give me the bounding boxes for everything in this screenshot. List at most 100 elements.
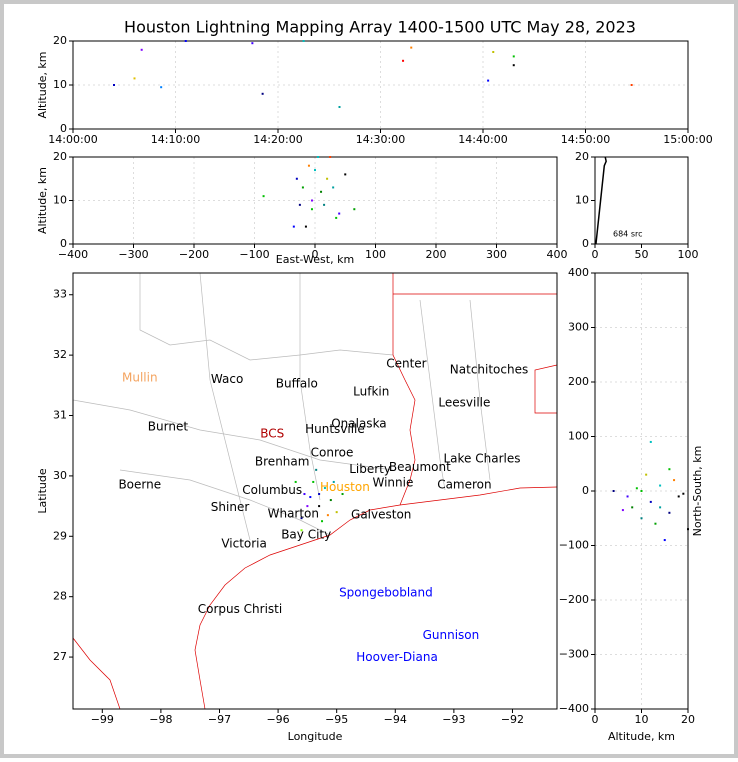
lightning-source	[326, 177, 329, 180]
y-tick-label: −400	[559, 702, 589, 715]
y-tick-label: −100	[559, 539, 589, 552]
x-tick-label: −200	[179, 248, 209, 261]
x-tick-label: 14:50:00	[561, 133, 610, 146]
lightning-source	[184, 40, 187, 42]
y-tick-label: 0	[60, 122, 67, 135]
city-label: Spongebobland	[339, 586, 433, 600]
x-tick-label: −300	[118, 248, 148, 261]
lightning-source	[307, 164, 310, 167]
y-tick-label: 0	[582, 484, 589, 497]
y-tick-label: 33	[53, 288, 67, 301]
y-tick-label: 31	[53, 409, 67, 422]
lightning-source	[303, 493, 306, 496]
lightning-source	[512, 55, 515, 58]
x-tick-label: 14:00:00	[48, 133, 97, 146]
y-tick-label: −300	[559, 648, 589, 661]
city-label: Conroe	[311, 445, 354, 459]
city-label: Winnie	[372, 476, 413, 490]
x-tick-label: 200	[426, 248, 447, 261]
lightning-source	[353, 208, 356, 211]
x-tick-label: 14:20:00	[253, 133, 302, 146]
lightning-source	[261, 92, 264, 95]
city-label: Buffalo	[276, 377, 318, 391]
x-tick-label: 14:40:00	[458, 133, 507, 146]
lightning-source	[320, 190, 323, 193]
city-label: Columbus	[242, 483, 302, 497]
y-tick-label: 32	[53, 348, 67, 361]
x-tick-label: 50	[635, 248, 649, 261]
x-tick-label: 10	[635, 713, 649, 726]
x-tick-label: −96	[266, 713, 289, 726]
y-axis-label: Altitude, km	[36, 51, 49, 118]
plot-frame	[594, 156, 689, 245]
lightning-source	[344, 173, 347, 176]
x-axis-label: East-West, km	[276, 253, 354, 266]
city-label: Shiner	[211, 500, 250, 514]
y-tick-label: 10	[575, 194, 589, 207]
lightning-source	[304, 225, 307, 228]
lightning-source	[318, 493, 321, 496]
city-label: Lufkin	[353, 384, 389, 398]
plot-frame	[72, 272, 558, 710]
lightning-source	[663, 539, 666, 542]
lightning-source	[673, 479, 676, 482]
lightning-source	[659, 506, 662, 509]
x-tick-label: 0	[592, 248, 599, 261]
lightning-source	[326, 514, 329, 517]
y-tick-label: 10	[53, 194, 67, 207]
lightning-source	[332, 186, 335, 189]
lightning-source	[323, 486, 326, 489]
city-label: Mullin	[122, 371, 158, 385]
lightning-source	[317, 156, 320, 158]
lightning-source	[668, 511, 671, 514]
lightning-source	[626, 495, 629, 498]
lightning-source	[300, 529, 303, 532]
y-tick-label: 400	[568, 266, 589, 279]
x-tick-label: −94	[384, 713, 407, 726]
lightning-source	[645, 473, 648, 476]
city-label: Houston	[320, 480, 370, 494]
y-tick-label: 27	[53, 650, 67, 663]
y-tick-label: 300	[568, 321, 589, 334]
lightning-source	[492, 51, 495, 53]
lightning-source	[649, 500, 652, 503]
city-label: Corpus Christi	[198, 602, 283, 616]
lightning-source	[640, 490, 643, 492]
lightning-source	[302, 40, 305, 42]
plot-frame	[72, 40, 689, 130]
lightning-source	[630, 84, 633, 86]
lightning-source	[668, 468, 671, 471]
lightning-source	[323, 203, 326, 206]
lightning-source	[295, 177, 298, 180]
lightning-source	[338, 106, 341, 108]
lightning-source	[654, 522, 657, 525]
city-label: Galveston	[351, 508, 411, 522]
y-tick-label: 20	[53, 150, 67, 163]
city-label: Beaumont	[389, 460, 451, 474]
x-tick-label: −98	[149, 713, 172, 726]
x-tick-label: 0	[312, 248, 319, 261]
lightning-source	[301, 186, 304, 189]
lightning-source	[318, 505, 321, 508]
y-axis-label: Altitude, km	[36, 167, 49, 234]
city-label: Lake Charles	[443, 451, 520, 465]
city-label: Bay City	[281, 528, 331, 542]
x-tick-label: 100	[678, 248, 699, 261]
lightning-source	[338, 212, 341, 215]
lightning-source	[621, 509, 624, 512]
annotation: 684 src	[613, 230, 643, 239]
city-label: Waco	[211, 372, 243, 386]
lightning-source	[294, 480, 297, 483]
plot-frame	[72, 156, 558, 245]
lightning-source	[659, 484, 662, 487]
city-label: Center	[386, 357, 426, 371]
lightning-source	[310, 208, 313, 211]
lightning-source	[329, 499, 332, 502]
x-tick-label: −99	[91, 713, 114, 726]
lightning-source	[612, 490, 615, 492]
x-tick-label: 14:10:00	[151, 133, 200, 146]
lightning-source	[487, 79, 490, 82]
lightning-source	[292, 225, 295, 228]
lightning-source	[160, 86, 163, 89]
